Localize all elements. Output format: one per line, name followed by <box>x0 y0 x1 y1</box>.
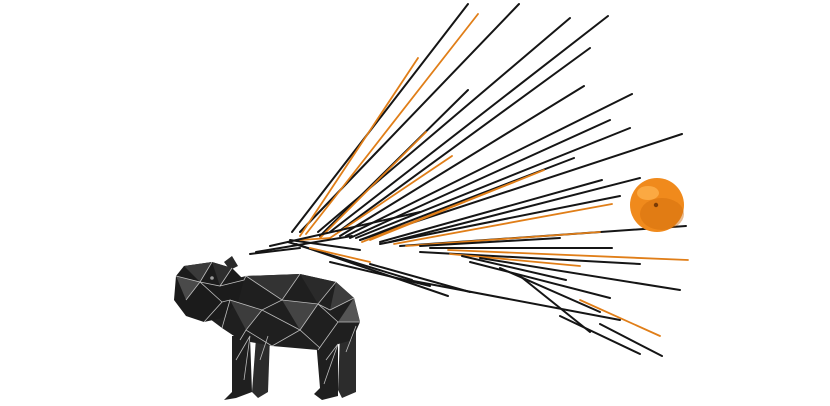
speed-line <box>345 93 633 237</box>
speed-line <box>407 279 621 321</box>
speed-line <box>295 243 449 297</box>
accent-speed-line <box>579 299 661 337</box>
front-leg-2 <box>252 336 270 398</box>
speed-line <box>379 195 621 245</box>
accent-speed-line <box>449 253 581 267</box>
accent-speed-line <box>305 13 479 235</box>
capybara-eye <box>210 276 214 280</box>
capybara-ear <box>224 256 238 270</box>
wireframe-edges <box>175 261 360 385</box>
orange-fruit <box>630 178 684 232</box>
facet <box>184 262 212 282</box>
speed-line <box>291 3 469 233</box>
speed-line <box>289 239 361 251</box>
speed-line <box>249 247 301 255</box>
accent-speed-line <box>361 181 515 243</box>
accent-speed-line <box>405 231 601 247</box>
speed-line <box>337 47 591 233</box>
facet <box>338 298 360 322</box>
capybara-figure <box>174 256 360 400</box>
accent-speed-line <box>299 57 419 237</box>
facet <box>176 276 200 300</box>
facet <box>330 282 354 310</box>
orange-navel <box>653 202 659 208</box>
speed-line <box>461 255 567 281</box>
capybara-head <box>174 262 244 322</box>
accent-speed-line <box>393 203 613 245</box>
accent-speed-line <box>299 237 331 241</box>
accent-speed-line <box>309 247 371 263</box>
speed-line <box>269 211 421 247</box>
facet <box>282 300 318 330</box>
speed-line <box>329 15 609 233</box>
orange-shadow <box>640 198 684 230</box>
speed-line <box>369 263 471 293</box>
speed-line <box>379 179 603 243</box>
speed-line <box>329 261 431 287</box>
speed-line <box>389 177 641 243</box>
back-leg <box>314 340 338 400</box>
accent-speed-line <box>447 249 689 261</box>
speed-line <box>469 261 611 299</box>
speed-lines <box>249 3 689 357</box>
front-leg <box>224 336 252 400</box>
speed-line <box>339 85 585 237</box>
speed-line <box>255 235 353 253</box>
accent-speed-line <box>329 155 453 239</box>
speed-line <box>599 323 663 357</box>
speed-line <box>559 315 641 355</box>
accent-speed-line <box>319 131 427 239</box>
speed-line <box>499 267 601 313</box>
speed-line <box>355 127 631 239</box>
facet <box>212 262 232 286</box>
back-leg-2 <box>338 326 356 398</box>
speed-line <box>519 275 591 333</box>
facet <box>300 274 336 304</box>
orange-highlight <box>637 186 659 200</box>
speed-line <box>479 257 681 291</box>
speed-line <box>419 237 561 247</box>
